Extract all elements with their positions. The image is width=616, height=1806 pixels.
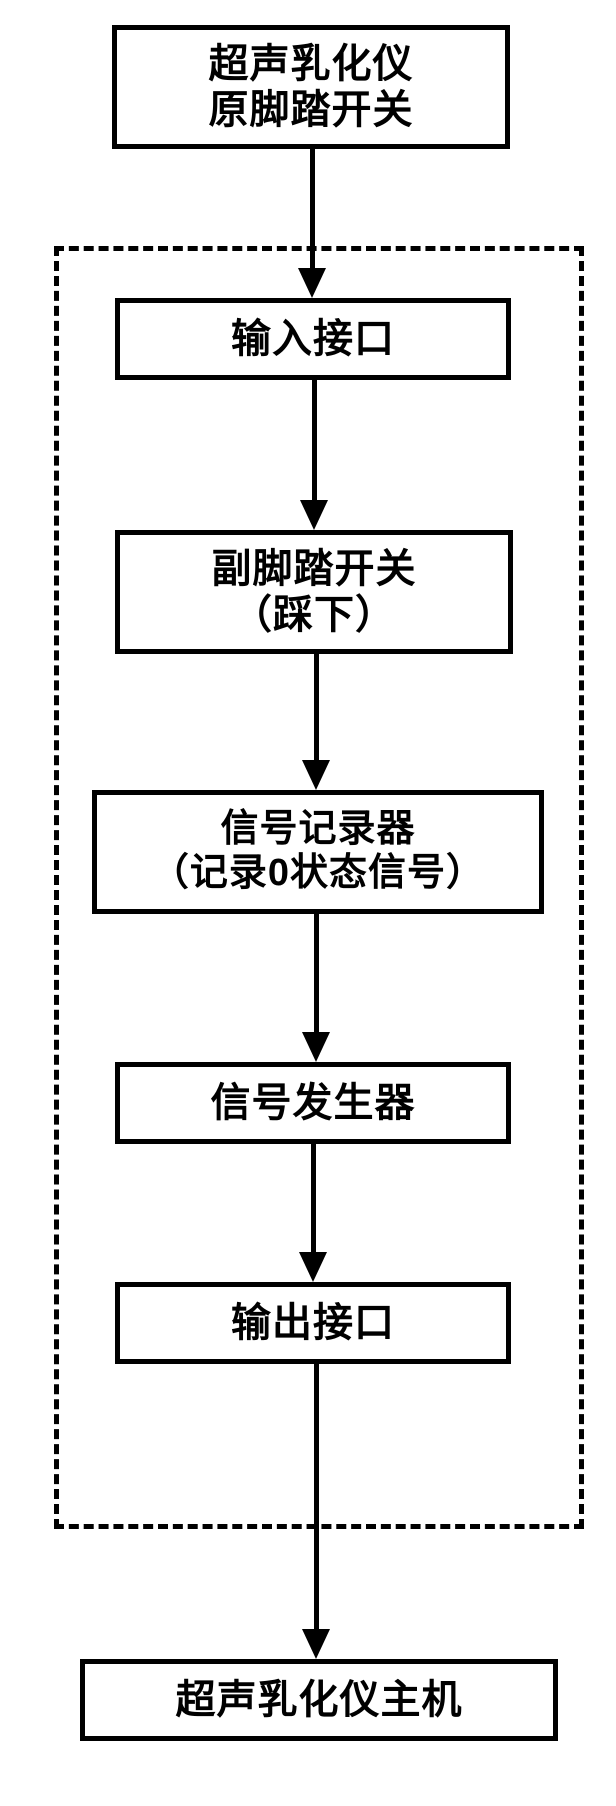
edge-arrowhead (302, 760, 330, 790)
flow-node-n2: 副脚踏开关（踩下） (115, 530, 513, 654)
node-text: （记录0状态信号） (151, 852, 485, 896)
edge-line (312, 380, 317, 504)
node-text: 信号发生器 (211, 1080, 416, 1126)
flow-node-n6: 超声乳化仪主机 (80, 1659, 558, 1741)
node-text: 输出接口 (231, 1300, 395, 1346)
flow-node-n4: 信号发生器 (115, 1062, 511, 1144)
node-text: 原脚踏开关 (209, 87, 414, 133)
node-text: （踩下） (232, 592, 396, 638)
node-text: 输入接口 (231, 316, 395, 362)
edge-line (314, 914, 319, 1036)
node-text: 副脚踏开关 (212, 546, 417, 592)
edge-arrowhead (300, 500, 328, 530)
flow-node-n5: 输出接口 (115, 1282, 511, 1364)
edge-arrowhead (302, 1629, 330, 1659)
edge-line (314, 654, 319, 764)
edge-arrowhead (299, 1252, 327, 1282)
node-text: 信号记录器 (220, 808, 415, 852)
flow-node-n1: 输入接口 (115, 298, 511, 380)
flow-node-n3: 信号记录器（记录0状态信号） (92, 790, 544, 914)
edge-line (310, 149, 315, 272)
flow-node-n0: 超声乳化仪原脚踏开关 (112, 25, 510, 149)
edge-arrowhead (302, 1032, 330, 1062)
edge-arrowhead (298, 268, 326, 298)
edge-line (311, 1144, 316, 1256)
node-text: 超声乳化仪 (209, 41, 414, 87)
edge-line (314, 1364, 319, 1633)
node-text: 超声乳化仪主机 (176, 1677, 463, 1723)
